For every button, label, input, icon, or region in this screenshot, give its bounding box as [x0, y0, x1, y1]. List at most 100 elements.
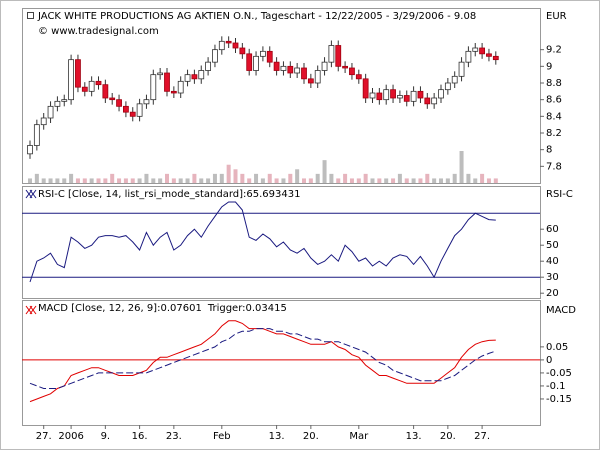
candle-body	[33, 124, 40, 146]
y-axis-label: MACD	[546, 305, 576, 316]
candle-body	[451, 75, 458, 84]
candle-body	[465, 50, 472, 63]
series-line	[29, 328, 496, 389]
rsi-icon	[25, 189, 37, 199]
candle-body	[246, 53, 253, 71]
candle-body	[307, 78, 314, 84]
volume-bar	[103, 178, 108, 183]
volume-bar	[247, 178, 252, 183]
volume-bar	[158, 178, 163, 183]
volume-bar	[69, 173, 74, 183]
candle-body	[369, 92, 376, 99]
volume-bar	[493, 178, 498, 183]
candle-body	[40, 117, 47, 126]
candle-body	[136, 103, 143, 117]
candle-body	[47, 105, 54, 119]
volume-bar	[329, 173, 334, 183]
candle-body	[212, 49, 218, 63]
volume-bar	[343, 173, 348, 183]
volume-bar	[110, 173, 115, 183]
volume-bar	[192, 173, 197, 183]
x-tick-label: 20.	[303, 431, 319, 442]
candle-body	[164, 72, 170, 92]
candle-body	[102, 84, 109, 99]
candle-body	[27, 145, 33, 155]
volume-bar	[34, 173, 39, 183]
candle-body	[68, 59, 74, 101]
x-tick-label: 2006	[58, 431, 83, 442]
volume-bar	[439, 178, 443, 183]
volume-bar	[55, 178, 60, 183]
candle-body	[301, 67, 307, 80]
volume-bar	[123, 178, 128, 183]
candle-body	[123, 105, 129, 113]
candle-body	[143, 99, 150, 105]
x-tick-label: 23.	[166, 431, 182, 442]
candle-body	[95, 80, 102, 86]
volume-bar	[315, 173, 320, 183]
y-tick-label: 8	[546, 145, 552, 156]
candle-body	[259, 50, 266, 57]
candle-body	[328, 45, 335, 63]
candle-body	[472, 47, 479, 52]
candle-body	[198, 70, 205, 80]
volume-bar	[473, 178, 478, 183]
volume-bar	[384, 178, 389, 183]
volume-bar	[363, 173, 368, 183]
volume-bar	[397, 173, 402, 183]
volume-bar	[171, 178, 176, 183]
volume-bar	[96, 178, 101, 183]
volume-bar	[459, 151, 464, 183]
volume-bar	[254, 173, 259, 183]
volume-bar	[288, 173, 293, 183]
candle-body	[150, 74, 157, 101]
candle-body	[218, 40, 225, 51]
volume-bar	[295, 169, 300, 183]
y-tick-label: -0.15	[546, 394, 572, 405]
candle-body	[253, 55, 259, 71]
y-axis-label: RSI-C	[546, 189, 573, 200]
candle-body	[280, 65, 287, 71]
candle-body	[109, 97, 116, 101]
volume-bar	[349, 178, 354, 183]
volume-bar	[336, 178, 341, 183]
x-tick-label: Mar	[349, 431, 369, 442]
candle-body	[424, 97, 431, 105]
y-tick-label: -0.1	[546, 381, 566, 392]
volume-bar	[165, 173, 169, 183]
volume-bar	[404, 178, 409, 183]
y-tick-label: 7.8	[546, 161, 562, 172]
candle-body	[383, 89, 390, 101]
y-tick-label: 30	[546, 272, 559, 283]
volume-bar	[233, 169, 238, 183]
y-tick-label: 20	[546, 288, 559, 299]
candle-body	[205, 61, 212, 71]
x-tick-label: Feb	[213, 431, 231, 442]
candle-body	[444, 82, 451, 91]
y-axis-label: EUR	[546, 11, 567, 22]
candle-body	[438, 89, 444, 99]
volume-bar	[308, 178, 313, 183]
y-tick-label: 40	[546, 256, 559, 267]
series-line	[29, 201, 496, 283]
candle-body	[410, 90, 417, 102]
y-tick-label: 9	[546, 61, 552, 72]
candle-body	[88, 80, 95, 92]
legend-entry: Trigger:0.03415	[207, 303, 287, 314]
candle-body	[403, 95, 410, 102]
y-tick-label: 9.2	[546, 45, 562, 56]
candle-body	[458, 61, 465, 77]
candle-body	[273, 61, 280, 71]
volume-bar	[322, 160, 327, 183]
x-tick-label: 20.	[440, 431, 456, 442]
volume-bar	[445, 178, 450, 183]
x-tick-label: 16.	[132, 431, 148, 442]
volume-bar	[178, 178, 183, 183]
volume-bar	[418, 178, 423, 183]
x-tick-label: 13.	[269, 431, 285, 442]
volume-bar	[89, 178, 94, 183]
volume-bar	[267, 173, 272, 183]
y-tick-label: 60	[546, 224, 559, 235]
candle-body	[225, 40, 232, 44]
